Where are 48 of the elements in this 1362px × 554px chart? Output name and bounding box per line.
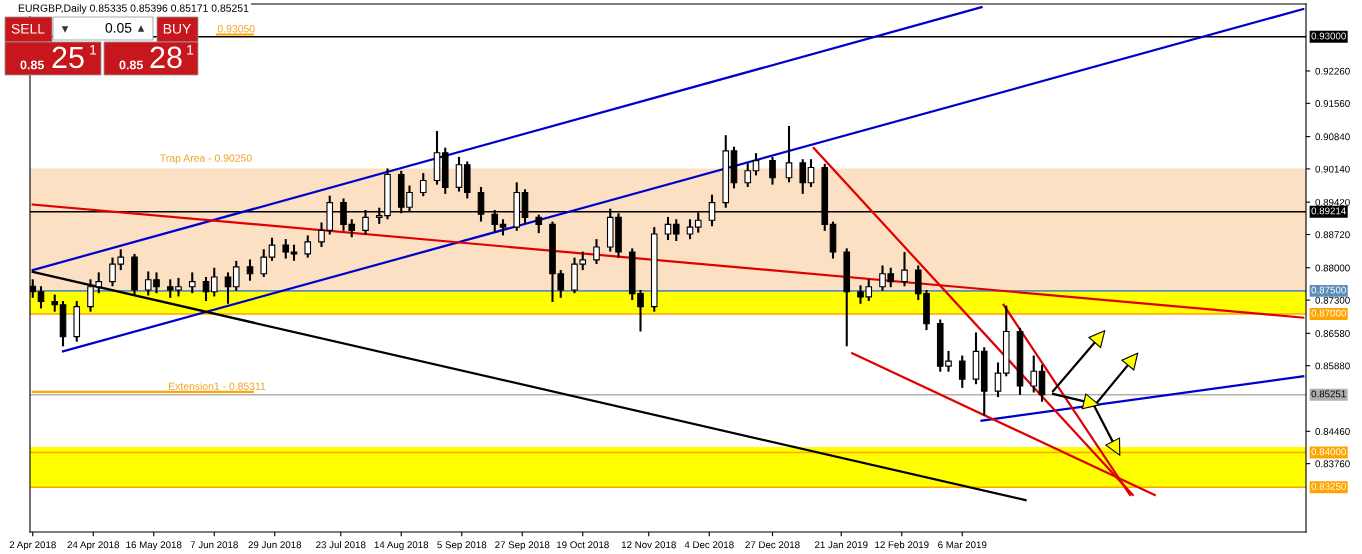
annotation: 28 (150, 46, 182, 69)
x-tick-label: 16 May 2018 (126, 541, 182, 551)
x-tick-label: 4 Dec 2018 (684, 541, 734, 549)
x-tick-label: 12 Feb 2019 (875, 541, 929, 549)
annotation: BUY (163, 24, 191, 34)
annotation: 0.05 (105, 22, 132, 33)
annotation: 1 (90, 45, 97, 55)
annotation: Extension1 - 0.85311 (169, 382, 266, 390)
annotation: SELL (11, 23, 45, 34)
ref-line-label: 0.93000 (1311, 32, 1346, 40)
y-tick-label: 0.84460 (1315, 428, 1350, 435)
y-tick-label: 0.91560 (1315, 100, 1350, 107)
x-tick-label: 6 Mar 2019 (938, 541, 987, 549)
annotation: 0.93050 (217, 25, 255, 33)
annotation: 25 (52, 46, 84, 69)
y-tick-label: 0.85880 (1315, 362, 1350, 370)
x-tick-label: 14 Aug 2018 (374, 541, 429, 551)
x-tick-label: 24 Apr 2018 (67, 541, 120, 551)
ref-line-label: 0.84000 (1311, 448, 1346, 456)
x-tick-label: 19 Oct 2018 (557, 541, 609, 549)
ref-line-label: 0.87000 (1311, 309, 1346, 317)
ref-line-label: 0.89214 (1311, 207, 1346, 215)
y-tick-label: 0.89420 (1315, 198, 1350, 206)
x-tick-label: 23 Jul 2018 (316, 541, 366, 549)
x-tick-label: 2 Apr 2018 (9, 541, 56, 551)
y-tick-label: 0.90840 (1315, 133, 1350, 141)
y-tick-label: 0.86580 (1315, 330, 1350, 337)
annotation: 0.85 (20, 60, 44, 70)
y-tick-label: 0.90140 (1315, 165, 1350, 173)
y-tick-label: 0.92260 (1315, 67, 1350, 75)
y-tick-label: 0.88000 (1315, 264, 1350, 272)
y-tick-label: 0.88720 (1315, 231, 1350, 239)
x-tick-label: 21 Jan 2019 (814, 541, 868, 549)
ref-line-label: 0.83250 (1311, 482, 1346, 490)
y-tick-label: 0.87300 (1315, 296, 1350, 304)
chart-title: EURGBP,Daily 0.85335 0.85396 0.85171 0.85251 (18, 4, 249, 14)
x-tick-label: 5 Sep 2018 (437, 541, 487, 551)
ref-line-label: 0.85251 (1311, 390, 1346, 398)
x-tick-label: 12 Nov 2018 (621, 541, 676, 549)
annotation: 0.85 (119, 60, 143, 70)
y-tick-label: 0.83760 (1315, 460, 1350, 468)
annotation: 1 (187, 45, 194, 55)
x-tick-label: 27 Sep 2018 (495, 541, 550, 551)
x-tick-label: 27 Dec 2018 (745, 541, 800, 549)
ref-line-label: 0.87500 (1311, 286, 1346, 294)
annotation: Trap Area - 0.90250 (160, 154, 252, 164)
x-tick-label: 29 Jun 2018 (248, 541, 302, 549)
x-tick-label: 7 Jun 2018 (190, 541, 238, 549)
